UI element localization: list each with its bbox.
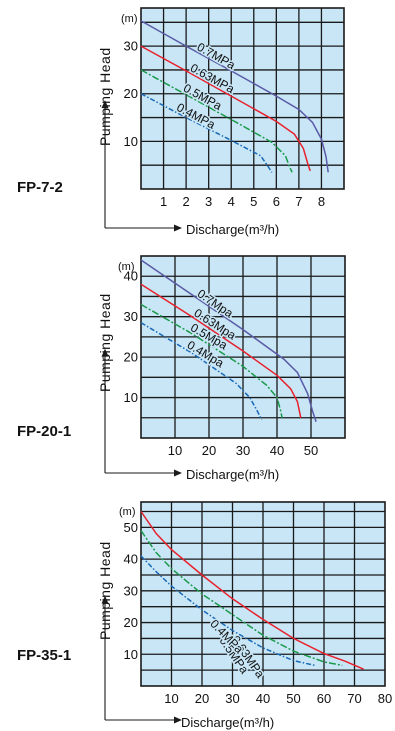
x-tick-label: 10 (164, 691, 178, 706)
series-line (140, 93, 273, 173)
series-line (140, 45, 311, 172)
chart-title: FP-35-1 (17, 647, 71, 664)
x-tick-label: 30 (236, 443, 250, 458)
y-axis-label: Pumping Head (97, 541, 113, 640)
x-tick-label: 6 (273, 194, 280, 209)
y-tick-label: 20 (124, 86, 138, 101)
y-tick-label: 30 (124, 39, 138, 54)
x-tick-label: 40 (270, 443, 284, 458)
x-tick-label: 7 (295, 194, 302, 209)
x-axis-label: Discharge(m³/h) (186, 222, 279, 237)
y-unit-label: (m) (121, 13, 138, 25)
y-unit-label: (m) (118, 261, 135, 273)
series-line (140, 259, 317, 423)
y-tick-label: 40 (124, 269, 138, 284)
x-axis-label: Discharge(m³/h) (181, 715, 274, 730)
y-axis-arrowhead (101, 100, 109, 109)
y-tick-label: 30 (124, 583, 138, 598)
y-tick-label: 30 (124, 309, 138, 324)
x-tick-label: 8 (318, 194, 325, 209)
series-line (140, 322, 263, 421)
x-tick-label: 4 (228, 194, 235, 209)
chart-fp-35-1: FP-35-1 (m) Pumping Head Discharge(m³/h)… (17, 501, 392, 730)
y-tick-label: 10 (124, 134, 138, 149)
x-axis-arrowhead (174, 469, 182, 477)
y-tick-label: 20 (124, 350, 138, 365)
y-tick-label: 10 (124, 647, 138, 662)
y-axis-arrowhead (101, 348, 109, 357)
y-axis-label: Pumping Head (97, 293, 113, 392)
x-tick-label: 3 (205, 194, 212, 209)
series-line (140, 511, 364, 670)
x-tick-label: 40 (256, 691, 270, 706)
chart-fp-7-2: FP-7-2 (m) Pumping Head Discharge(m³/h) … (17, 7, 345, 237)
x-axis-arrowhead (174, 224, 182, 232)
series-line (140, 20, 329, 173)
x-tick-label: 2 (182, 194, 189, 209)
series-line (140, 530, 343, 667)
series-line (140, 69, 293, 173)
x-tick-label: 20 (202, 443, 216, 458)
x-tick-label: 60 (317, 691, 331, 706)
x-axis-arrowhead (174, 716, 182, 724)
series-line (140, 555, 316, 667)
y-tick-label: 10 (124, 390, 138, 405)
x-axis-label: Discharge(m³/h) (186, 467, 279, 482)
y-tick-label: 50 (124, 520, 138, 535)
chart-title: FP-7-2 (17, 179, 63, 196)
x-tick-label: 50 (304, 443, 318, 458)
x-tick-label: 80 (378, 691, 392, 706)
plot-area (140, 7, 345, 190)
x-tick-label: 1 (160, 194, 167, 209)
y-axis-arrowhead (101, 595, 109, 604)
x-tick-label: 30 (225, 691, 239, 706)
x-tick-label: 10 (168, 443, 182, 458)
y-axis-label: Pumping Head (97, 47, 113, 146)
y-unit-label: (m) (119, 506, 136, 518)
series-line (140, 303, 283, 418)
y-tick-label: 40 (124, 552, 138, 567)
x-tick-label: 5 (250, 194, 257, 209)
chart-title: FP-20-1 (17, 423, 71, 440)
x-tick-label: 50 (286, 691, 300, 706)
chart-fp-20-1: FP-20-1 (m) Pumping Head Discharge(m³/h)… (17, 255, 346, 482)
series-line (140, 283, 302, 418)
x-tick-label: 70 (347, 691, 361, 706)
y-tick-label: 20 (124, 615, 138, 630)
x-tick-label: 20 (195, 691, 209, 706)
